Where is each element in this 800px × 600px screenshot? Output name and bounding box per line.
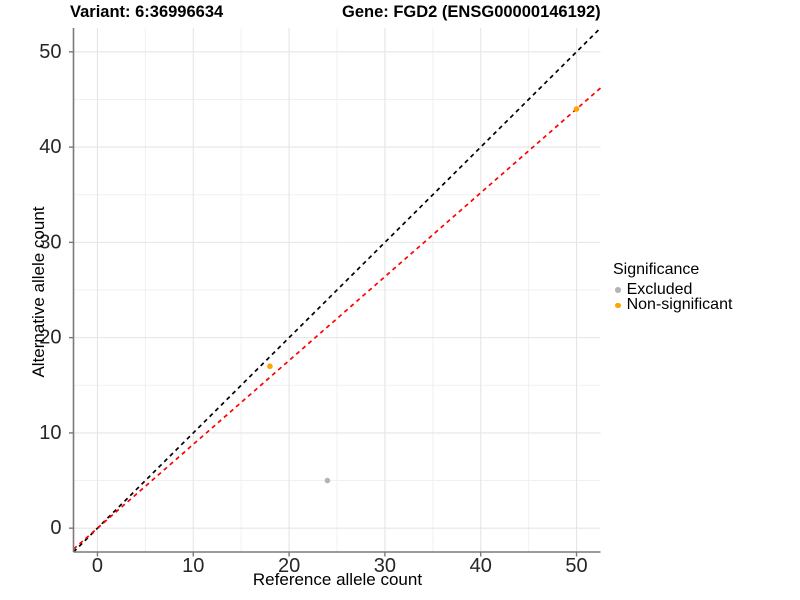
legend-item-label: Excluded — [626, 280, 693, 298]
x-tick-label: 0 — [92, 555, 103, 577]
x-tick-label: 30 — [374, 555, 396, 577]
y-tick-label: 30 — [39, 231, 61, 253]
data-point-non-significant — [267, 363, 273, 370]
excluded-point-icon — [615, 287, 621, 293]
data-point-non-significant — [573, 106, 580, 112]
y-tick-label: 0 — [50, 517, 61, 539]
legend-title: Significance — [613, 261, 700, 278]
y-tick-label: 50 — [39, 41, 61, 63]
x-tick-label: 20 — [278, 555, 300, 577]
x-axis-label: Reference allele count — [252, 570, 423, 589]
identity-line — [72, 27, 602, 553]
y-tick-label: 40 — [39, 136, 61, 158]
y-axis-label: Alternative allele count — [29, 206, 48, 378]
data-point-excluded — [324, 477, 331, 484]
x-tick-label: 50 — [565, 555, 587, 577]
x-tick-label: 10 — [182, 555, 204, 577]
non-significant-point-icon — [615, 302, 621, 309]
plot-title-variant: Variant: 6:36996634 — [70, 3, 224, 21]
legend-item-non-significant: Non-significant — [613, 296, 733, 314]
legend-item-label: Non-significant — [626, 296, 733, 314]
legend-item-excluded: Excluded — [613, 280, 732, 298]
x-tick-label: 40 — [470, 555, 492, 577]
y-tick-label: 10 — [39, 422, 61, 444]
legend: Significance Excluded Non-significant — [613, 261, 732, 313]
y-tick-label: 20 — [39, 327, 61, 349]
plot-title-gene: Gene: FGD2 (ENSG00000146192) — [342, 3, 601, 21]
